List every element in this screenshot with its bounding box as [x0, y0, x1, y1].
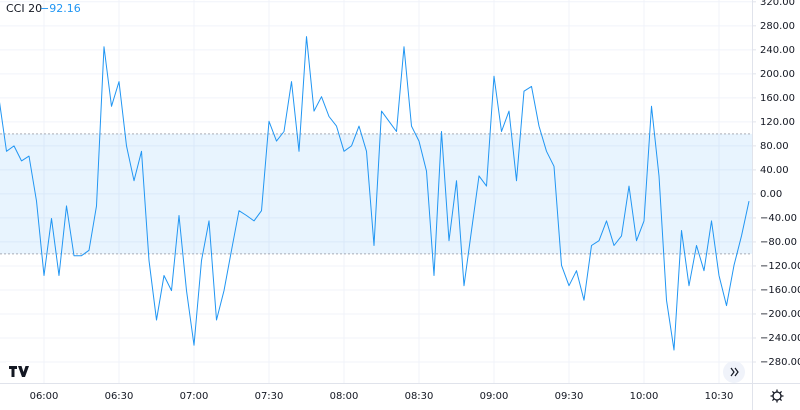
y-tick-label: −120.00: [760, 261, 800, 272]
y-tick-label: 120.00: [760, 117, 795, 128]
x-tick-label: 10:00: [630, 391, 659, 402]
x-tick-label: 06:00: [30, 391, 59, 402]
x-tick-label: 06:30: [105, 391, 134, 402]
scroll-arrows: [730, 367, 739, 377]
y-tick-label: −200.00: [760, 309, 800, 320]
y-tick-label: −160.00: [760, 285, 800, 296]
y-tick-label: −80.00: [760, 237, 797, 248]
gear-teeth: [770, 389, 784, 403]
band-fill: [0, 133, 752, 254]
indicator-value: −92.16: [40, 2, 81, 15]
x-tick-label: 10:30: [705, 391, 734, 402]
y-tick-label: 200.00: [760, 69, 795, 80]
y-tick-label: −40.00: [760, 213, 797, 224]
y-tick-label: 160.00: [760, 93, 795, 104]
y-tick-label: 0.00: [760, 189, 782, 200]
y-tick-label: 280.00: [760, 21, 795, 32]
x-tick-label: 07:00: [180, 391, 209, 402]
scroll-button[interactable]: [723, 361, 745, 383]
tradingview-logo[interactable]: [6, 362, 29, 380]
indicator-name: CCI 20: [6, 2, 42, 15]
x-tick-label: 09:30: [555, 391, 584, 402]
y-tick-label: 240.00: [760, 45, 795, 56]
logo-mark: [9, 366, 29, 377]
plot-area: [0, 0, 752, 383]
y-tick-label: −240.00: [760, 333, 800, 344]
x-tick-label: 07:30: [255, 391, 284, 402]
x-tick-label: 08:00: [330, 391, 359, 402]
settings-button[interactable]: [770, 389, 784, 403]
cci-line: [0, 36, 750, 351]
x-tick-label: 09:00: [480, 391, 509, 402]
y-tick-label: 40.00: [760, 165, 789, 176]
y-tick-label: −280.00: [760, 357, 800, 368]
y-tick-label: 320.00: [760, 0, 795, 8]
x-tick-label: 08:30: [405, 391, 434, 402]
y-tick-label: 80.00: [760, 141, 789, 152]
